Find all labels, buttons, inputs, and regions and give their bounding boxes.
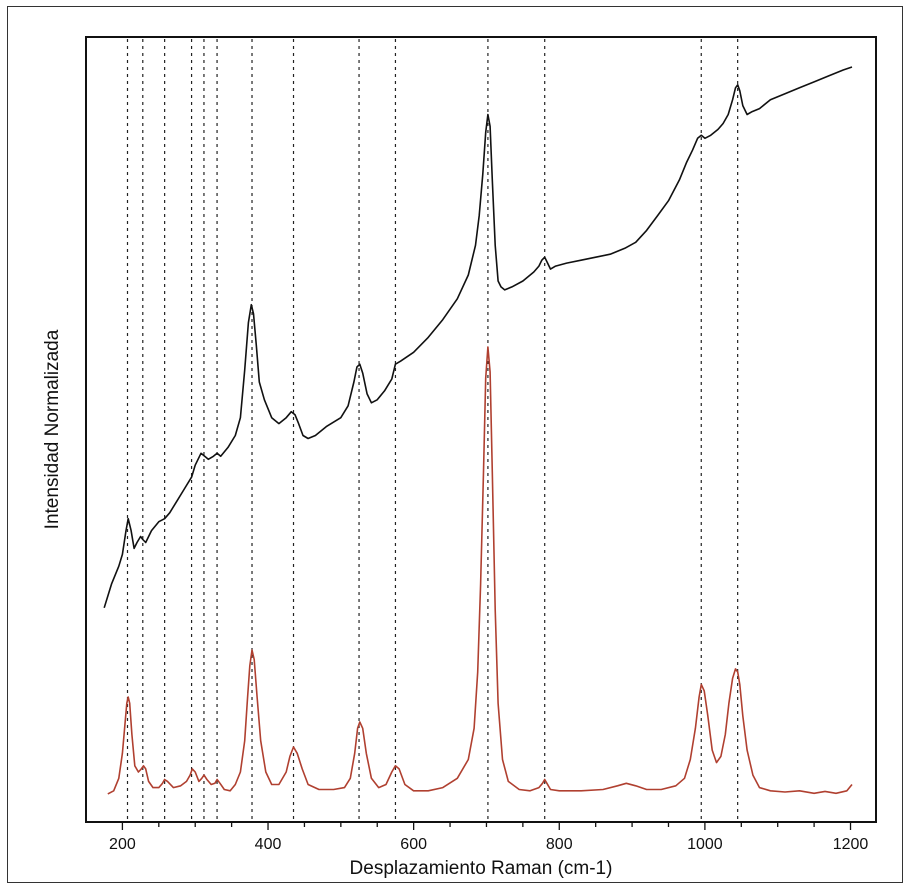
series-lower-line bbox=[107, 346, 853, 795]
x-tick-label-1000: 1000 bbox=[687, 836, 723, 853]
plot-area bbox=[85, 36, 877, 823]
raman-spectrum-chart: 200 400 600 800 1000 1200 Desplazamiento Rama… bbox=[42, 36, 877, 879]
x-axis-label: Desplazamiento Raman (cm-1) bbox=[350, 858, 613, 879]
x-tick-label-1200: 1200 bbox=[833, 836, 869, 853]
chart-frame: 200 400 600 800 1000 1200 Desplazamiento Rama… bbox=[7, 6, 903, 883]
x-tick-label-200: 200 bbox=[109, 836, 136, 853]
reference-lines bbox=[126, 39, 739, 820]
x-tick-label-800: 800 bbox=[546, 836, 573, 853]
x-tick-label-400: 400 bbox=[255, 836, 282, 853]
series-group bbox=[103, 66, 853, 795]
x-axis: 200 400 600 800 1000 1200 bbox=[109, 822, 868, 853]
x-tick-label-600: 600 bbox=[400, 836, 427, 853]
series-upper-line bbox=[103, 66, 853, 609]
y-axis-label: Intensidad Normalizada bbox=[42, 329, 63, 529]
